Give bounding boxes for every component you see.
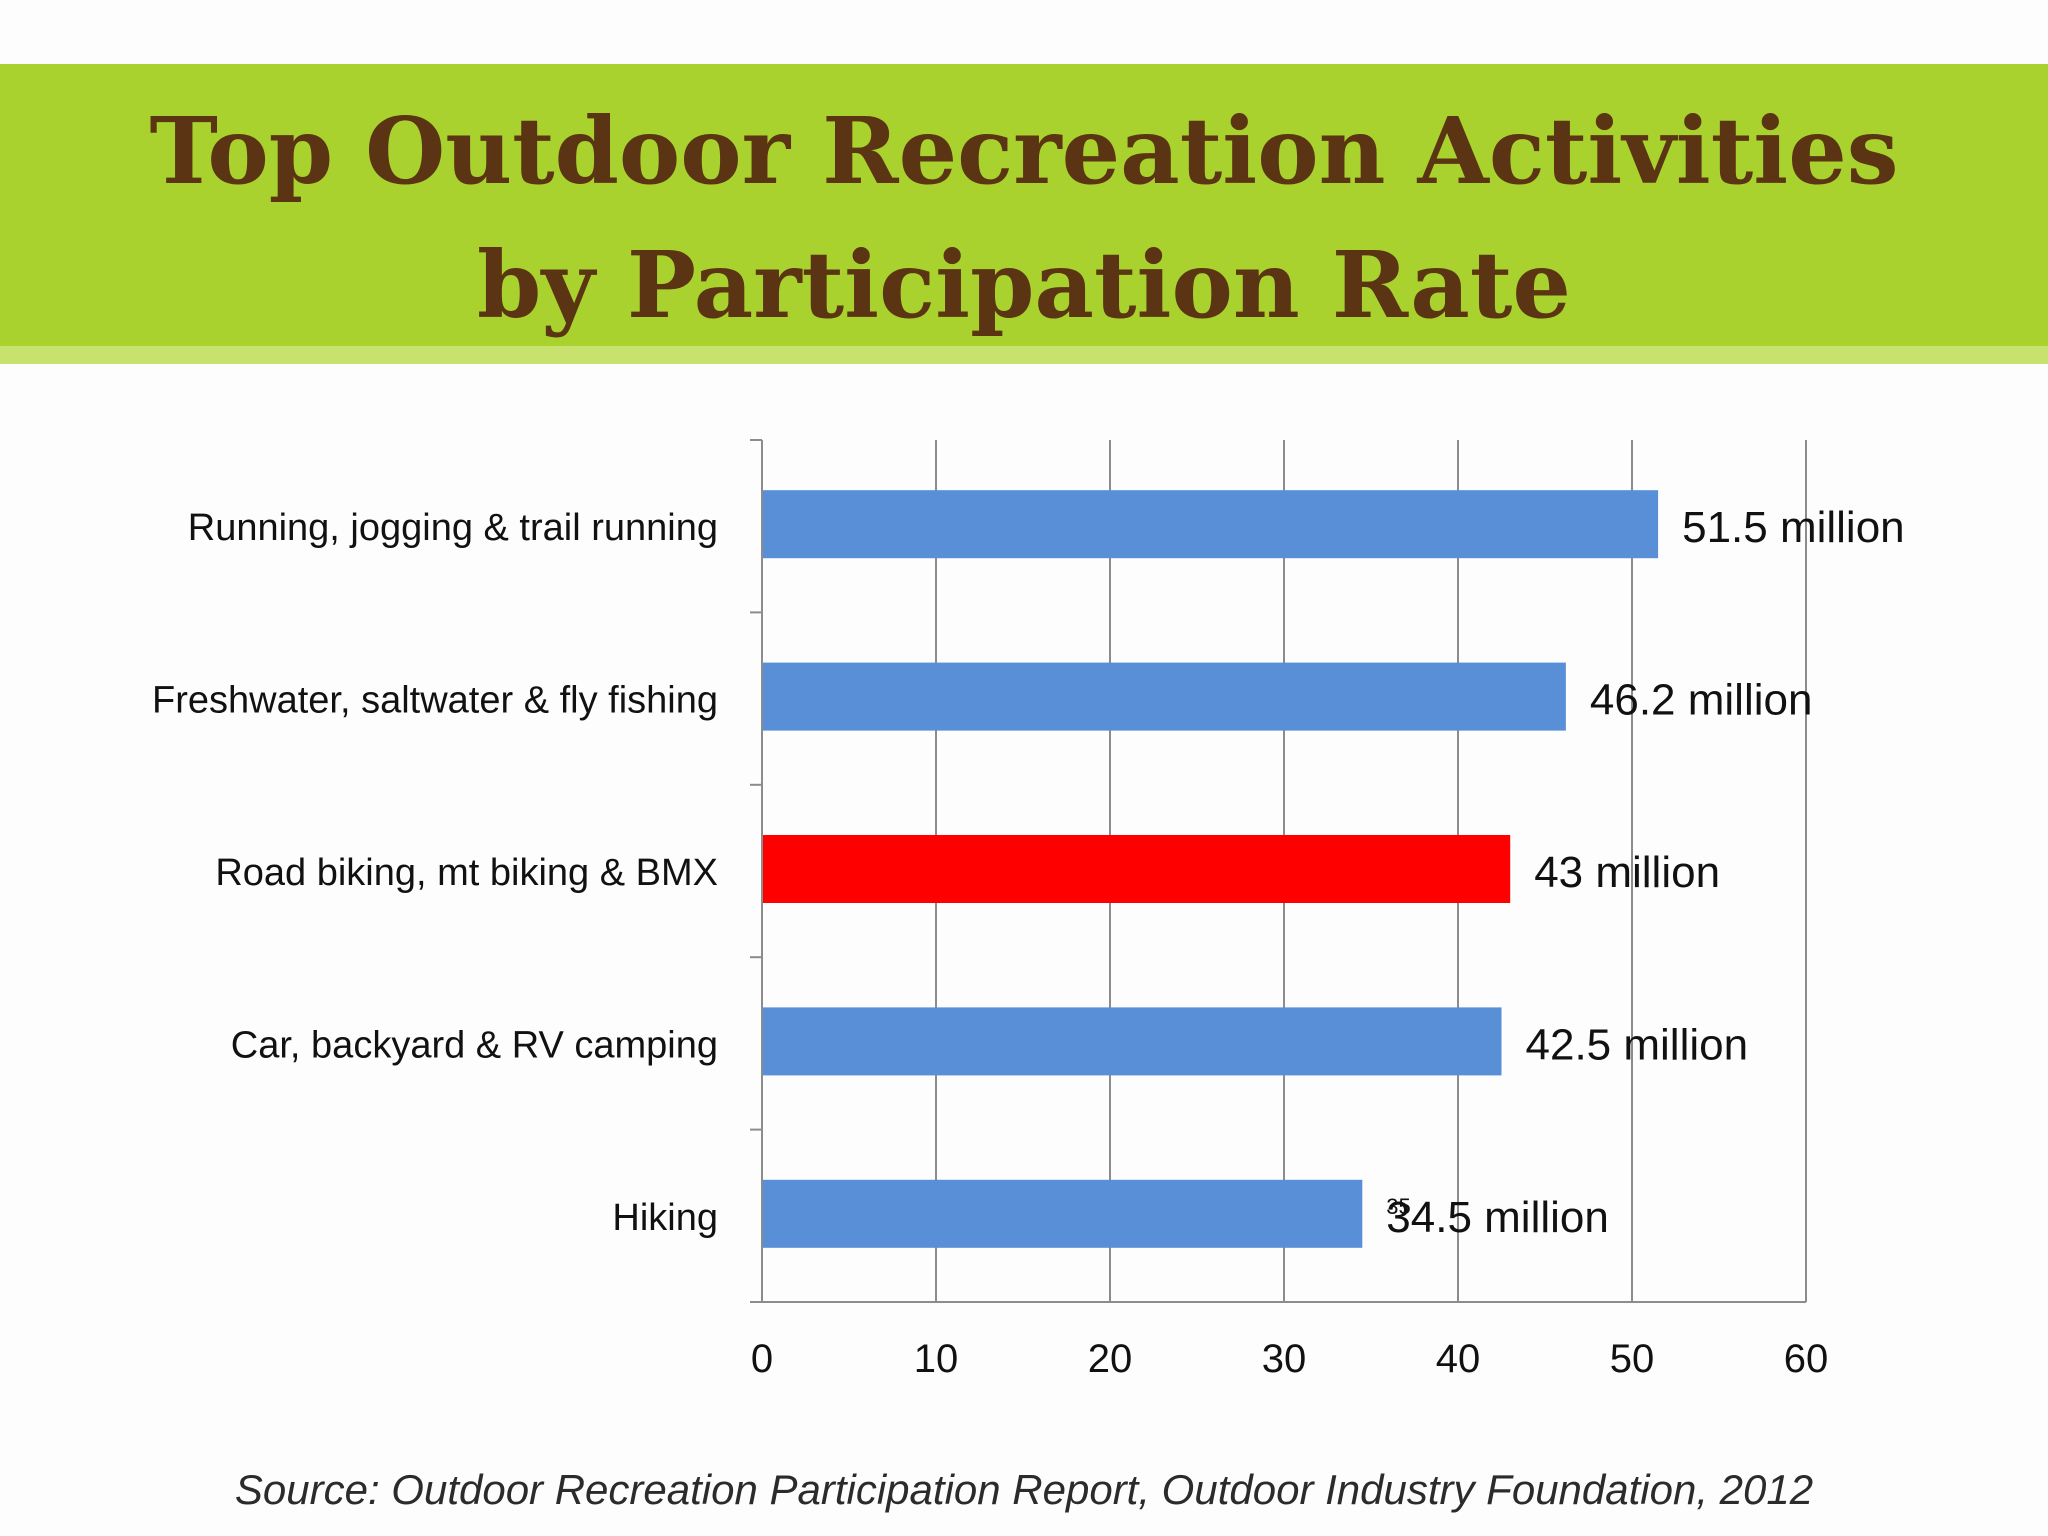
data-label-3: 42.5 million [1526, 1020, 1749, 1069]
page-title-line-2: by Participation Rate [477, 231, 1571, 339]
category-label-3: Car, backyard & RV camping [231, 1024, 718, 1066]
category-label-2: Road biking, mt biking & BMX [215, 852, 718, 894]
page-title-line-1: Top Outdoor Recreation Activities [149, 97, 1899, 205]
page-title: Top Outdoor Recreation Activities by Par… [0, 84, 2048, 352]
title-banner [0, 64, 2048, 346]
x-tick-label-50: 50 [1610, 1337, 1655, 1381]
overlap-label: 35 [1386, 1194, 1410, 1219]
x-tick-label-30: 30 [1262, 1337, 1307, 1381]
x-tick-label-0: 0 [751, 1337, 773, 1381]
category-label-1: Freshwater, saltwater & fly fishing [152, 680, 718, 722]
category-label-4: Hiking [612, 1197, 718, 1239]
data-label-1: 46.2 million [1590, 676, 1813, 725]
bar-2 [762, 835, 1511, 903]
bar-1 [762, 662, 1566, 731]
bar-3 [762, 1007, 1502, 1076]
data-label-4: 34.5 million [1386, 1193, 1609, 1242]
bar-0 [762, 490, 1659, 559]
bar-4 [762, 1179, 1363, 1248]
x-tick-label-10: 10 [914, 1337, 959, 1381]
banner-stripe [0, 346, 2048, 364]
x-tick-label-20: 20 [1088, 1337, 1133, 1381]
category-label-0: Running, jogging & trail running [188, 507, 718, 549]
source-citation: Source: Outdoor Recreation Participation… [234, 1466, 1814, 1513]
x-tick-label-40: 40 [1436, 1337, 1481, 1381]
x-tick-label-60: 60 [1784, 1337, 1829, 1381]
data-label-2: 43 million [1534, 848, 1720, 897]
data-label-0: 51.5 million [1682, 503, 1905, 552]
